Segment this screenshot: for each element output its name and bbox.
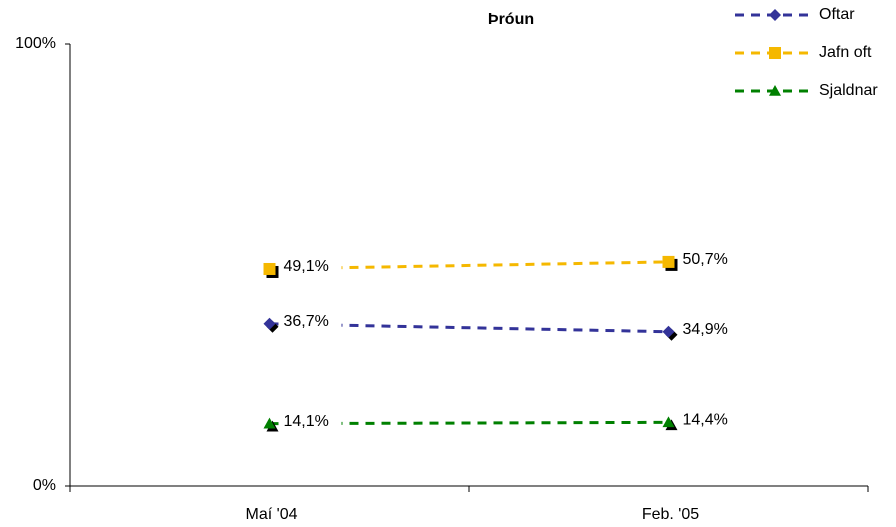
legend-marker (769, 9, 781, 21)
legend-label: Oftar (819, 6, 855, 23)
legend-marker (769, 47, 781, 59)
data-label: 49,1% (284, 258, 329, 275)
x-tick-label: Maí '04 (246, 506, 298, 523)
data-point (263, 417, 276, 429)
data-label: 36,7% (284, 313, 329, 330)
legend-label: Jafn oft (819, 44, 872, 61)
y-tick-label: 100% (15, 35, 56, 52)
label-background (678, 411, 741, 434)
data-point (263, 262, 276, 275)
label-background (678, 320, 741, 343)
label-background (279, 312, 342, 335)
label-background (678, 250, 741, 273)
legend-label: Sjaldnar (819, 82, 878, 99)
chart-title: Þróun (488, 11, 534, 28)
label-background (279, 412, 342, 435)
data-point (263, 317, 276, 330)
legend-marker (769, 85, 781, 96)
data-label: 14,4% (683, 412, 728, 429)
data-label: 50,7% (683, 251, 728, 268)
data-point (662, 325, 675, 338)
data-label: 34,9% (683, 321, 728, 338)
data-point (662, 416, 675, 428)
y-tick-label: 0% (33, 477, 56, 494)
label-background (279, 257, 342, 280)
data-point (662, 255, 675, 268)
data-label: 14,1% (284, 413, 329, 430)
x-tick-label: Feb. '05 (642, 506, 699, 523)
